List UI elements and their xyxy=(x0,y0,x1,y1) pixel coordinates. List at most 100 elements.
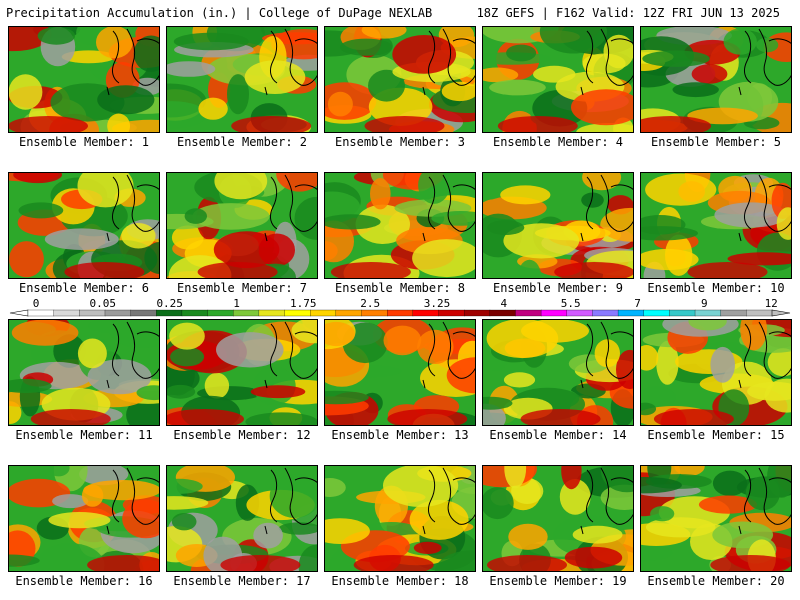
precip-blob xyxy=(691,64,728,84)
precip-field xyxy=(9,320,159,425)
precip-blob xyxy=(96,27,133,59)
precip-blob xyxy=(698,495,758,514)
precip-blob xyxy=(641,386,676,409)
heavy-precip-band xyxy=(231,116,312,132)
great-lakes-outline xyxy=(738,467,791,535)
ensemble-member-map xyxy=(640,319,792,426)
precip-blob xyxy=(489,79,546,96)
precip-field xyxy=(167,466,317,571)
colorbar-segment xyxy=(412,309,440,317)
precip-blob xyxy=(88,320,154,334)
precip-field xyxy=(483,320,633,425)
precip-field xyxy=(9,173,159,278)
ensemble-member-map xyxy=(324,26,476,133)
precip-blob xyxy=(361,27,407,39)
great-lakes-outline xyxy=(264,28,317,96)
precip-blob xyxy=(325,220,354,263)
model-run-valid-time: 18Z GEFS | F162 Valid: 12Z FRI JUN 13 20… xyxy=(476,6,780,20)
precip-blob xyxy=(167,61,216,77)
precip-blob xyxy=(688,320,727,331)
precip-blob xyxy=(687,107,758,125)
ensemble-member-map xyxy=(324,172,476,279)
great-lakes-outline xyxy=(580,321,633,389)
ensemble-member-label: Ensemble Member: 13 xyxy=(331,428,469,442)
colorbar-tick-label: 9 xyxy=(701,297,708,310)
precip-blob xyxy=(13,173,62,184)
precip-blob xyxy=(641,226,698,241)
precip-blob xyxy=(503,223,580,259)
precip-blob xyxy=(77,173,134,208)
precip-blob xyxy=(756,37,779,53)
ensemble-member-label: Ensemble Member: 11 xyxy=(15,428,153,442)
ensemble-member-map xyxy=(324,319,476,426)
precip-blob xyxy=(258,233,295,267)
ensemble-member-label: Ensemble Member: 14 xyxy=(489,428,627,442)
ensemble-member-label: Ensemble Member: 17 xyxy=(173,574,311,588)
precip-blob xyxy=(136,385,159,401)
precip-blob xyxy=(167,101,207,129)
precip-colorbar: 0 0.05 0.25 1 1.75 2.5 3.25 4 5.5 7 9 12 xyxy=(9,297,791,317)
precip-blob xyxy=(656,340,679,385)
great-lakes-outline xyxy=(738,321,791,389)
great-lakes-outline xyxy=(738,28,791,96)
colorbar-segment xyxy=(438,309,465,317)
precip-blob xyxy=(483,487,514,520)
precip-blob xyxy=(325,214,381,230)
ensemble-member-map xyxy=(166,172,318,279)
heavy-precip-band xyxy=(364,116,445,132)
precip-blob xyxy=(184,208,207,224)
colorbar-segment xyxy=(540,309,568,317)
precip-blob xyxy=(9,241,44,278)
precip-blob xyxy=(431,211,475,226)
heavy-precip-band xyxy=(487,555,567,571)
colorbar-segment xyxy=(361,309,388,317)
heavy-precip-band xyxy=(330,262,411,278)
precip-blob xyxy=(325,478,346,497)
colorbar-segment xyxy=(207,309,234,317)
colorbar-tick-label: 1.75 xyxy=(290,297,317,310)
great-lakes-outline xyxy=(580,174,633,242)
precip-blob xyxy=(487,220,525,235)
precip-blob xyxy=(9,74,43,110)
colorbar-segment xyxy=(617,309,645,317)
colorbar-segment xyxy=(27,309,55,317)
ensemble-member-label: Ensemble Member: 4 xyxy=(492,135,624,149)
precip-field xyxy=(167,320,317,425)
heavy-precip-band xyxy=(30,409,111,425)
precip-blob xyxy=(383,325,422,356)
colorbar-segment xyxy=(489,309,517,317)
heavy-precip-band xyxy=(9,116,88,132)
heavy-precip-band xyxy=(520,409,601,425)
precip-blob xyxy=(245,412,317,425)
ensemble-member-label: Ensemble Member: 2 xyxy=(176,135,308,149)
precip-blob xyxy=(325,390,369,405)
precip-field xyxy=(9,466,159,571)
great-lakes-outline xyxy=(422,321,475,389)
ensemble-member-map xyxy=(482,319,634,426)
heavy-precip-band xyxy=(497,116,578,132)
great-lakes-outline xyxy=(264,467,317,535)
ensemble-member-label: Ensemble Member: 8 xyxy=(334,281,466,295)
precip-blob xyxy=(581,192,604,208)
precip-blob xyxy=(216,332,284,368)
precip-blob xyxy=(539,27,607,54)
colorbar-left-arrow xyxy=(9,309,29,317)
precip-field xyxy=(641,466,791,571)
colorbar-segment xyxy=(387,309,414,317)
colorbar-tick-label: 0.25 xyxy=(156,297,183,310)
precip-blob xyxy=(672,82,719,98)
heavy-precip-band xyxy=(687,262,768,278)
precip-blob xyxy=(533,65,576,83)
precip-blob xyxy=(521,320,589,343)
precip-blob xyxy=(325,518,370,544)
precip-blob xyxy=(278,522,317,535)
precip-blob xyxy=(483,396,513,410)
ensemble-member-label: Ensemble Member: 16 xyxy=(15,574,153,588)
ensemble-member-map xyxy=(8,172,160,279)
colorbar-segment xyxy=(566,309,593,317)
colorbar-segment xyxy=(335,309,363,317)
ensemble-member-label: Ensemble Member: 3 xyxy=(334,135,466,149)
ensemble-member-label: Ensemble Member: 9 xyxy=(492,281,624,295)
ensemble-member-map xyxy=(482,172,634,279)
colorbar-segment xyxy=(310,309,337,317)
